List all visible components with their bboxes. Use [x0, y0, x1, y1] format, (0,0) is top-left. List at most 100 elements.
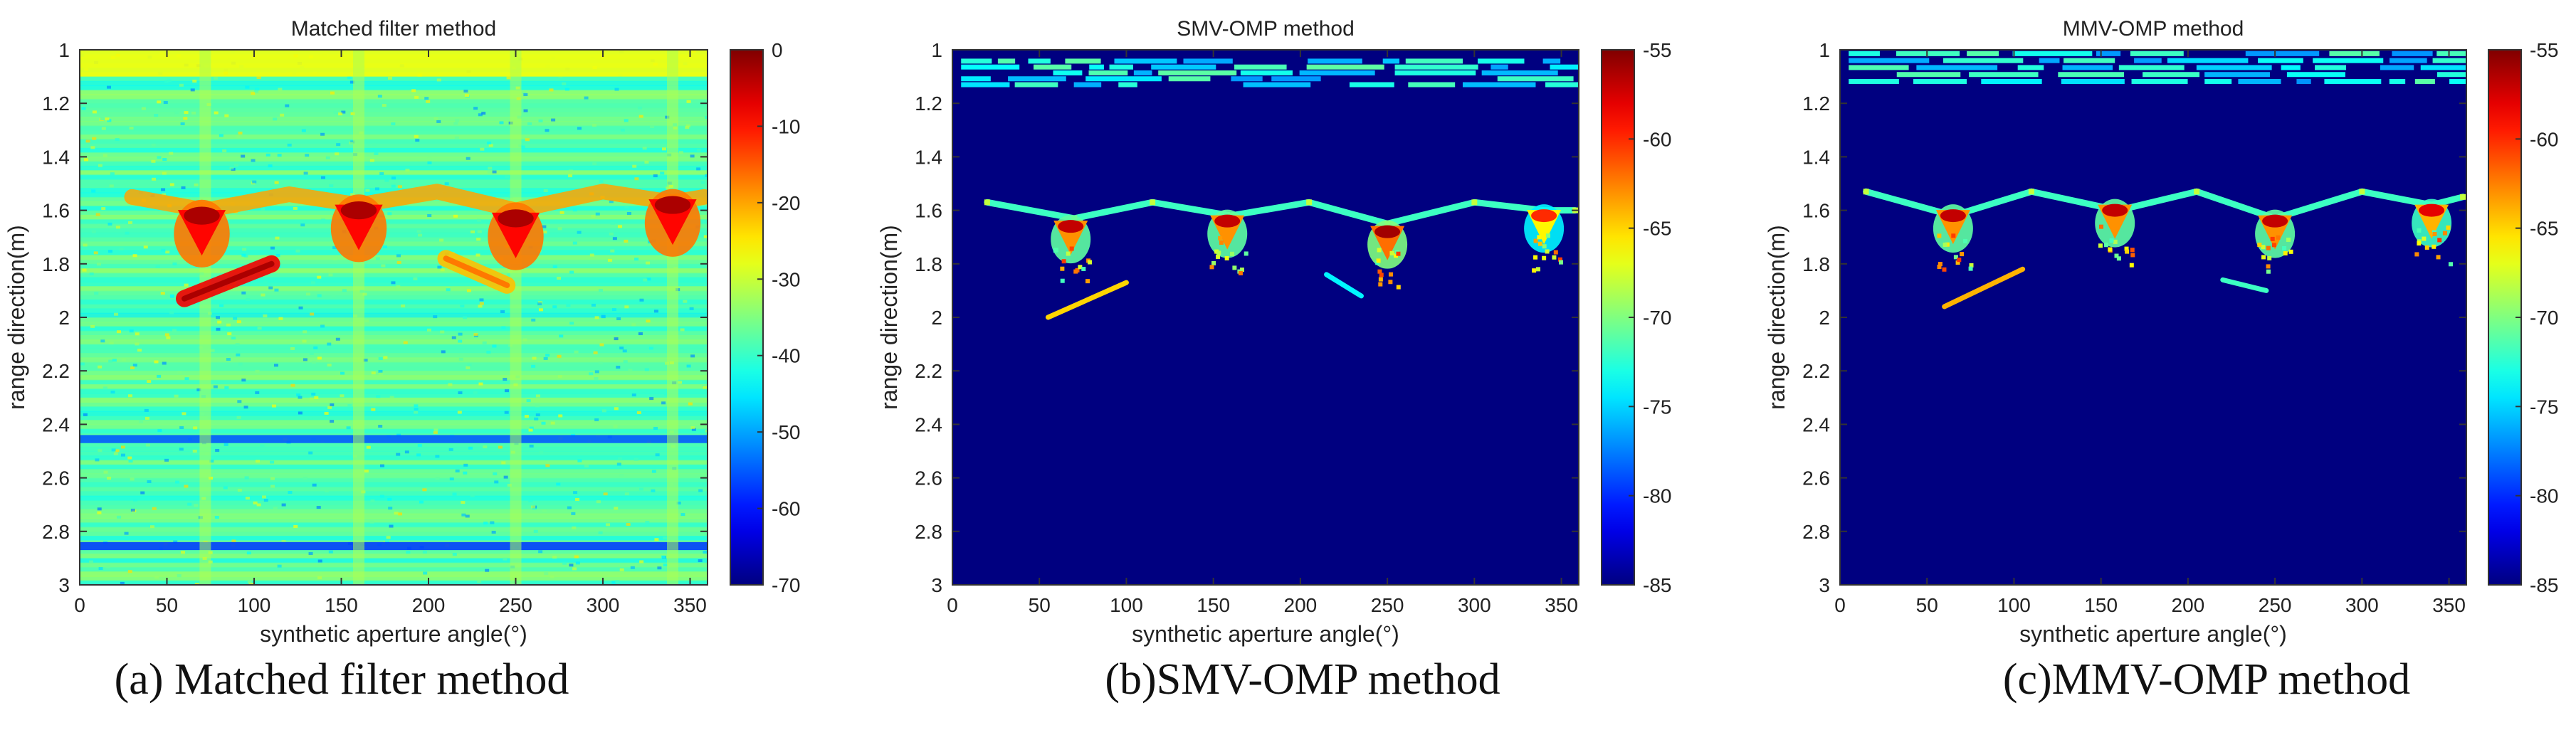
- heatmap-cell: [98, 449, 102, 453]
- heatmap-cell: [293, 181, 298, 184]
- heatmap-cell: [350, 193, 355, 196]
- heatmap-cell: [680, 513, 685, 517]
- heatmap-cell: [470, 230, 475, 233]
- peak-scatter: [2283, 250, 2288, 255]
- peak-scatter: [2266, 245, 2271, 250]
- heatmap-cell: [700, 181, 705, 184]
- heatmap-cell: [599, 179, 604, 183]
- heatmap-cell: [435, 455, 440, 458]
- heatmap-cell: [500, 310, 505, 314]
- heatmap-cell: [424, 97, 429, 100]
- heatmap-cell: [568, 174, 573, 178]
- heatmap-cell: [584, 464, 589, 467]
- heatmap-row: [80, 290, 708, 296]
- heatmap-cell: [246, 551, 251, 555]
- heatmap-cell: [327, 364, 332, 367]
- heatmap-cell: [303, 171, 308, 175]
- heatmap-cell: [82, 268, 87, 272]
- heatmap-cell: [375, 257, 380, 260]
- heatmap-row: [80, 384, 708, 390]
- heatmap-cell: [396, 453, 401, 456]
- heatmap-cell: [191, 111, 196, 115]
- heatmap-cell: [646, 319, 651, 323]
- heatmap-row: [80, 259, 708, 265]
- heatmap-cell: [366, 445, 371, 449]
- heatmap-cell: [328, 273, 333, 277]
- heatmap-cell: [309, 351, 314, 355]
- heatmap-cell: [486, 350, 491, 354]
- heatmap-cell: [108, 359, 113, 363]
- heatmap-cell: [564, 88, 569, 91]
- y-tick-label: 2: [1819, 307, 1830, 329]
- heatmap-row: [80, 165, 708, 171]
- colorbar-tick-label: -60: [772, 498, 800, 520]
- arc-feature: [124, 184, 708, 218]
- heatmap-cell: [298, 306, 303, 310]
- band-segment: [2258, 58, 2303, 63]
- heatmap-cell: [216, 316, 221, 319]
- heatmap-cell: [194, 583, 199, 585]
- band-segment: [961, 82, 1010, 88]
- peak-marker: [1940, 209, 1966, 223]
- heatmap-cell: [639, 298, 644, 302]
- heatmap-cell: [526, 399, 531, 403]
- x-tick-label: 50: [1029, 594, 1051, 616]
- heatmap-cell: [638, 332, 643, 336]
- y-tick-label: 2.2: [42, 360, 70, 382]
- heatmap-cell: [556, 482, 561, 486]
- heatmap-cell: [157, 156, 162, 159]
- peak-marker: [654, 196, 691, 214]
- heatmap-cell: [157, 374, 162, 378]
- y-axis-label: range direction(m): [4, 225, 29, 410]
- heatmap-cell: [152, 507, 157, 510]
- heatmap-cell: [641, 389, 646, 393]
- heatmap-cell: [437, 265, 442, 269]
- heatmap-cell: [281, 539, 286, 543]
- heatmap-cell: [324, 489, 329, 492]
- heatmap-cell: [405, 169, 410, 172]
- heatmap-cell: [305, 292, 310, 296]
- heatmap-cell: [476, 238, 481, 241]
- heatmap-cell: [488, 144, 493, 147]
- heatmap-cell: [102, 154, 107, 157]
- heatmap-cell: [559, 211, 564, 214]
- colorbar-tick-label: -65: [1643, 218, 1671, 240]
- heatmap-cell: [164, 458, 169, 462]
- heatmap-cell: [619, 474, 624, 477]
- band-segment: [1849, 51, 1880, 56]
- band-segment: [2096, 51, 2121, 56]
- heatmap-cell: [458, 391, 463, 395]
- heatmap-cell: [369, 520, 374, 524]
- heatmap-row: [80, 379, 708, 385]
- band-segment: [1550, 64, 1579, 70]
- heatmap-cell: [601, 314, 606, 318]
- heatmap-cell: [302, 339, 307, 343]
- heatmap-cell: [678, 381, 683, 384]
- peak-scatter: [1379, 273, 1384, 277]
- heatmap-cell: [308, 416, 313, 420]
- heatmap-cell: [105, 117, 110, 121]
- heatmap-cell: [350, 112, 355, 115]
- band-segment: [1133, 70, 1152, 75]
- band-segment: [2281, 65, 2301, 70]
- heatmap-cell: [235, 343, 240, 347]
- heatmap-row: [80, 477, 708, 483]
- heatmap-row: [80, 152, 708, 158]
- band-segment: [2329, 51, 2380, 56]
- heatmap-row: [80, 504, 708, 510]
- heatmap-cell: [274, 288, 279, 292]
- heatmap-row: [80, 98, 708, 105]
- heatmap-cell: [476, 569, 481, 572]
- heatmap-cell: [577, 127, 582, 130]
- heatmap-cell: [219, 134, 224, 137]
- heatmap-cell: [522, 91, 527, 95]
- y-axis-label: range direction(m): [876, 225, 902, 410]
- heatmap-cell: [374, 187, 379, 191]
- heatmap-cell: [453, 122, 458, 125]
- heatmap-cell: [611, 581, 616, 584]
- x-tick-label: 250: [499, 594, 532, 616]
- heatmap-cell: [298, 396, 303, 399]
- heatmap-cell: [655, 453, 660, 457]
